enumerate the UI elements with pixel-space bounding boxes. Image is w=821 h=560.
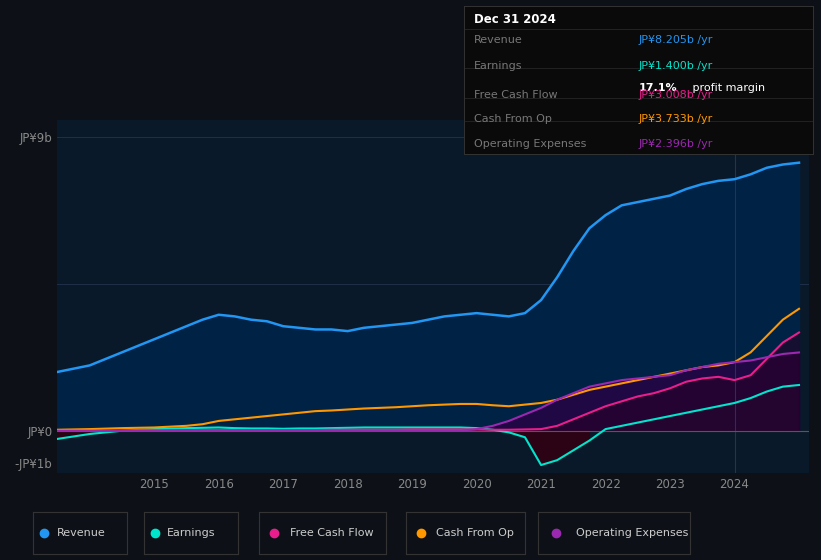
Text: Cash From Op: Cash From Op <box>475 114 553 124</box>
Text: JP¥2.396b /yr: JP¥2.396b /yr <box>639 139 713 149</box>
Text: Operating Expenses: Operating Expenses <box>576 529 688 538</box>
Text: JP¥1.400b /yr: JP¥1.400b /yr <box>639 60 713 71</box>
Text: Earnings: Earnings <box>167 529 216 538</box>
Text: Operating Expenses: Operating Expenses <box>475 139 587 149</box>
Text: Revenue: Revenue <box>475 35 523 45</box>
Text: JP¥8.205b /yr: JP¥8.205b /yr <box>639 35 713 45</box>
Text: profit margin: profit margin <box>689 83 765 93</box>
Text: Dec 31 2024: Dec 31 2024 <box>475 13 556 26</box>
Text: Revenue: Revenue <box>57 529 105 538</box>
Text: Cash From Op: Cash From Op <box>436 529 514 538</box>
Text: JP¥3.008b /yr: JP¥3.008b /yr <box>639 90 713 100</box>
Text: Free Cash Flow: Free Cash Flow <box>475 90 558 100</box>
Text: 17.1%: 17.1% <box>639 83 677 93</box>
Text: JP¥3.733b /yr: JP¥3.733b /yr <box>639 114 713 124</box>
Text: Free Cash Flow: Free Cash Flow <box>291 529 374 538</box>
Text: Earnings: Earnings <box>475 60 523 71</box>
